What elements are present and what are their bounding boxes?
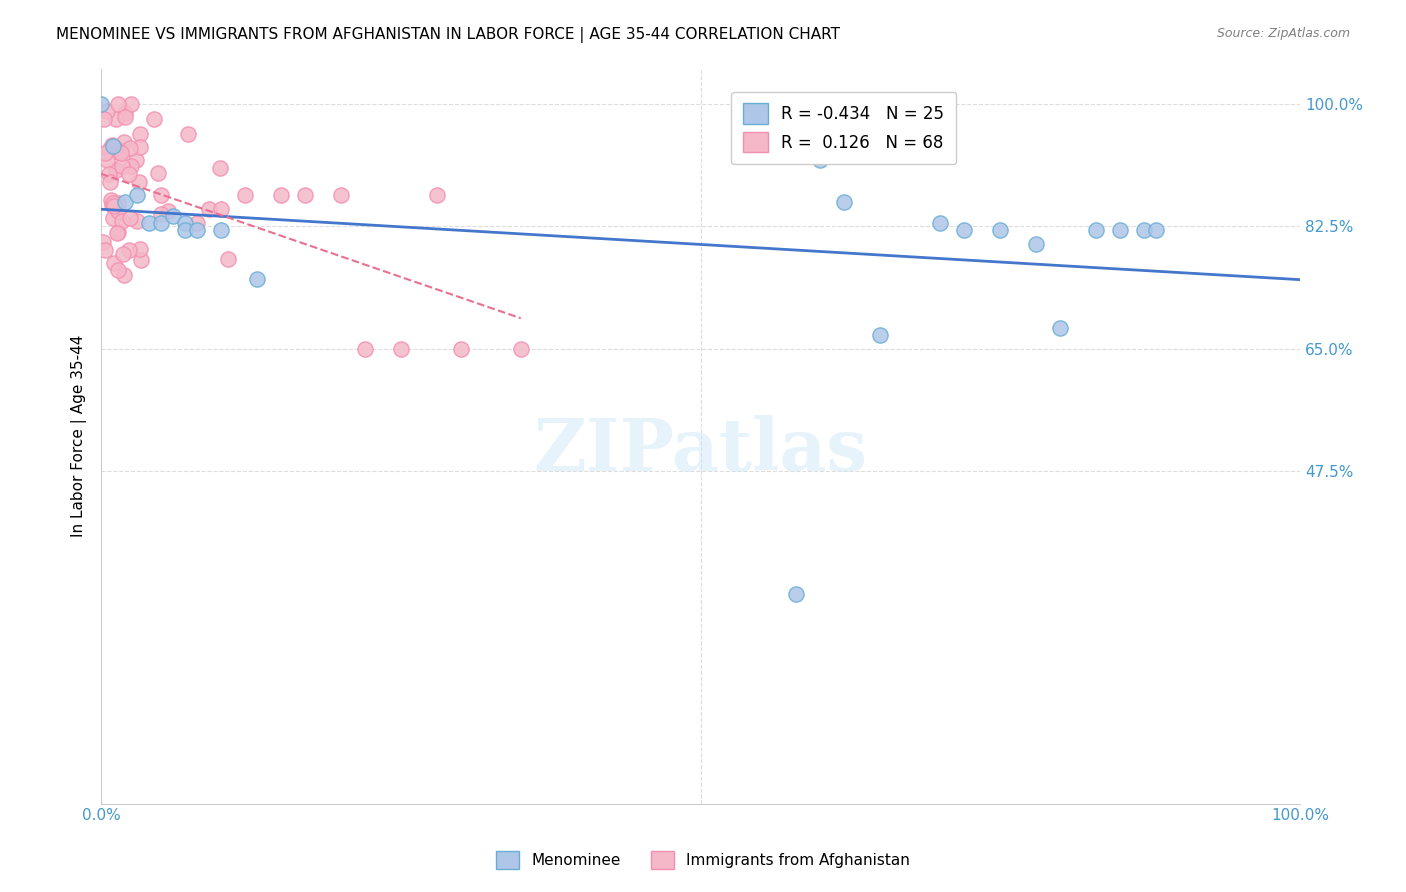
Point (100, 193, 122, 207)
Point (208, 161, 231, 175)
Point (1025, 236, 1047, 251)
Point (128, 140, 150, 154)
Point (105, 226, 128, 240)
Point (150, 215, 173, 229)
Point (114, 194, 136, 209)
Text: ZIPatlas: ZIPatlas (533, 416, 868, 486)
Point (118, 167, 141, 181)
Point (90, 96, 112, 111)
Point (107, 263, 129, 277)
Point (118, 243, 141, 257)
Point (426, 187, 449, 202)
Point (329, 187, 352, 202)
Point (120, 141, 142, 155)
Point (869, 327, 891, 342)
Point (929, 215, 952, 229)
Point (112, 268, 135, 283)
Point (270, 187, 292, 202)
Point (209, 202, 232, 216)
Point (988, 222, 1011, 236)
Point (129, 127, 152, 141)
Point (157, 204, 180, 219)
Point (1109, 222, 1132, 236)
Point (101, 211, 124, 226)
Point (105, 163, 128, 178)
Point (294, 187, 316, 202)
Point (162, 209, 184, 223)
Legend: Menominee, Immigrants from Afghanistan: Menominee, Immigrants from Afghanistan (489, 845, 917, 875)
Point (176, 128, 198, 142)
Point (94, 243, 117, 257)
Point (450, 342, 472, 356)
Point (128, 242, 150, 256)
Point (103, 256, 125, 270)
Point (1085, 222, 1108, 236)
Point (174, 222, 197, 236)
Point (125, 153, 148, 168)
Point (112, 247, 135, 261)
Point (198, 202, 221, 216)
Point (1133, 222, 1156, 236)
Point (209, 222, 232, 236)
Point (127, 187, 149, 202)
Point (186, 215, 208, 229)
Point (246, 271, 269, 285)
Point (114, 106, 136, 120)
Point (101, 138, 124, 153)
Point (150, 206, 173, 220)
Point (103, 199, 125, 213)
Point (509, 342, 531, 356)
Point (174, 215, 197, 229)
Point (150, 187, 173, 202)
Point (785, 586, 807, 600)
Point (91, 235, 114, 249)
Point (128, 175, 150, 189)
Point (93, 112, 115, 127)
Point (101, 138, 124, 153)
Point (107, 96, 129, 111)
Point (810, 153, 832, 167)
Point (834, 194, 856, 209)
Point (107, 204, 129, 219)
Legend: R = -0.434   N = 25, R =  0.126   N = 68: R = -0.434 N = 25, R = 0.126 N = 68 (731, 92, 956, 164)
Point (107, 196, 129, 211)
Text: Source: ZipAtlas.com: Source: ZipAtlas.com (1216, 27, 1350, 40)
Point (138, 215, 160, 229)
Point (96, 104, 118, 119)
Point (125, 214, 148, 228)
Point (98, 175, 121, 189)
Point (146, 166, 169, 180)
Point (217, 252, 239, 266)
Point (186, 222, 208, 236)
Point (112, 135, 135, 149)
Point (110, 214, 132, 228)
Point (110, 145, 132, 160)
Point (129, 253, 152, 268)
Point (118, 211, 141, 225)
Point (97, 167, 120, 181)
Text: MENOMINEE VS IMMIGRANTS FROM AFGHANISTAN IN LABOR FORCE | AGE 35-44 CORRELATION : MENOMINEE VS IMMIGRANTS FROM AFGHANISTAN… (56, 27, 841, 43)
Point (100, 198, 122, 212)
Point (1144, 222, 1167, 236)
Point (1049, 320, 1071, 334)
Point (233, 187, 256, 202)
Point (120, 96, 142, 111)
Point (953, 222, 976, 236)
Point (120, 159, 142, 173)
Point (94, 146, 117, 161)
Point (142, 112, 165, 126)
Y-axis label: In Labor Force | Age 35-44: In Labor Force | Age 35-44 (72, 334, 87, 537)
Point (105, 112, 128, 127)
Point (97, 143, 120, 157)
Point (96, 153, 118, 167)
Point (107, 226, 129, 240)
Point (354, 342, 377, 356)
Point (111, 160, 134, 174)
Point (101, 196, 124, 211)
Point (114, 110, 136, 124)
Point (104, 141, 127, 155)
Point (107, 145, 129, 159)
Point (389, 342, 412, 356)
Point (110, 144, 132, 158)
